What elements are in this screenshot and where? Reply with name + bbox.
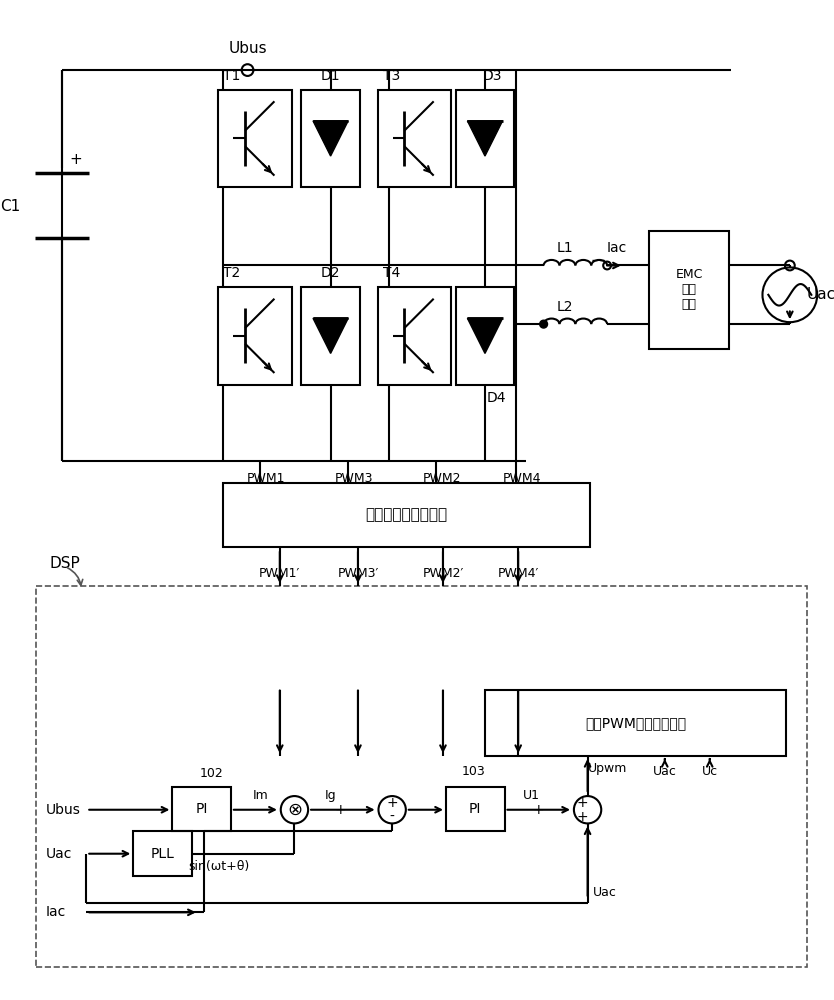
Text: Ubus: Ubus bbox=[229, 41, 267, 56]
Text: Uac: Uac bbox=[653, 765, 676, 778]
Text: PWM3: PWM3 bbox=[334, 472, 374, 485]
Text: 正弦PWM发波控制模块: 正弦PWM发波控制模块 bbox=[585, 716, 686, 730]
Text: DSP: DSP bbox=[49, 556, 80, 571]
Text: ⊗: ⊗ bbox=[287, 801, 302, 819]
Text: D2: D2 bbox=[321, 266, 340, 280]
Text: Uac: Uac bbox=[806, 287, 834, 302]
Text: T1: T1 bbox=[224, 69, 240, 83]
Text: Ubus: Ubus bbox=[45, 803, 80, 817]
Text: 102: 102 bbox=[199, 767, 224, 780]
Text: +: + bbox=[577, 796, 589, 810]
Bar bbox=[378, 90, 451, 187]
Bar bbox=[446, 787, 505, 831]
Polygon shape bbox=[313, 121, 348, 156]
Bar bbox=[378, 287, 451, 385]
Bar bbox=[485, 690, 786, 756]
Text: T2: T2 bbox=[224, 266, 240, 280]
Text: +: + bbox=[533, 803, 545, 817]
Text: PWM1: PWM1 bbox=[247, 472, 285, 485]
Bar bbox=[301, 90, 360, 187]
Polygon shape bbox=[467, 318, 503, 353]
Text: Im: Im bbox=[253, 789, 268, 802]
Text: Upwm: Upwm bbox=[587, 762, 627, 775]
Bar bbox=[649, 231, 729, 349]
Text: +: + bbox=[386, 796, 398, 810]
Text: PI: PI bbox=[195, 802, 208, 816]
Text: PWM4′: PWM4′ bbox=[498, 567, 539, 580]
Text: U1: U1 bbox=[522, 789, 540, 802]
Text: T4: T4 bbox=[383, 266, 399, 280]
Text: D3: D3 bbox=[483, 69, 503, 83]
Text: PI: PI bbox=[469, 802, 481, 816]
Text: Uac: Uac bbox=[45, 847, 72, 861]
Bar bbox=[36, 586, 807, 967]
Text: T3: T3 bbox=[383, 69, 399, 83]
Text: PWM4: PWM4 bbox=[503, 472, 541, 485]
Text: Ig: Ig bbox=[324, 789, 336, 802]
Text: EMC
滤波
电路: EMC 滤波 电路 bbox=[676, 268, 703, 311]
Text: 功率开关管驱动电路: 功率开关管驱动电路 bbox=[365, 508, 447, 523]
Text: +: + bbox=[69, 152, 82, 167]
Text: Uac: Uac bbox=[593, 886, 617, 899]
Bar bbox=[219, 287, 292, 385]
Text: Uc: Uc bbox=[701, 765, 718, 778]
Text: sin(ωt+θ): sin(ωt+θ) bbox=[188, 860, 250, 873]
Text: PWM2′: PWM2′ bbox=[422, 567, 464, 580]
Text: PWM2: PWM2 bbox=[423, 472, 461, 485]
Bar bbox=[301, 287, 360, 385]
Polygon shape bbox=[467, 121, 503, 156]
Bar bbox=[455, 287, 515, 385]
Text: +: + bbox=[577, 810, 589, 824]
Text: D4: D4 bbox=[487, 391, 506, 405]
Text: Iac: Iac bbox=[45, 905, 66, 919]
Bar bbox=[219, 90, 292, 187]
Polygon shape bbox=[313, 318, 348, 353]
Text: +: + bbox=[334, 803, 346, 817]
Bar bbox=[173, 787, 231, 831]
Text: -: - bbox=[389, 810, 394, 824]
Bar bbox=[224, 483, 590, 547]
Bar bbox=[455, 90, 515, 187]
Text: PWM3′: PWM3′ bbox=[337, 567, 379, 580]
Bar bbox=[133, 831, 192, 876]
Text: L1: L1 bbox=[557, 241, 574, 255]
Text: PLL: PLL bbox=[151, 847, 174, 861]
Text: 103: 103 bbox=[461, 765, 485, 778]
Text: C1: C1 bbox=[1, 199, 21, 214]
Text: D1: D1 bbox=[321, 69, 340, 83]
Text: Iac: Iac bbox=[607, 241, 627, 255]
Text: L2: L2 bbox=[557, 300, 573, 314]
Text: PWM1′: PWM1′ bbox=[259, 567, 300, 580]
Circle shape bbox=[540, 320, 547, 328]
